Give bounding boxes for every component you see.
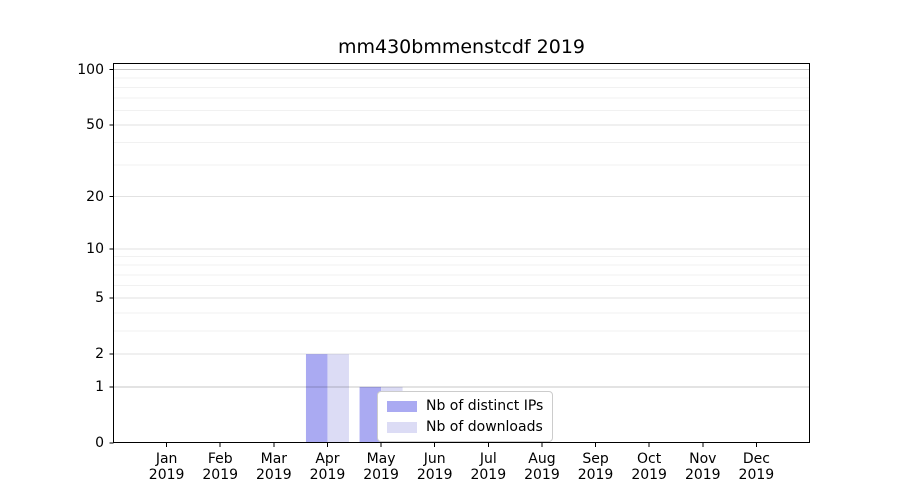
legend-label-distinct-ips: Nb of distinct IPs [426, 398, 544, 414]
y-tick-label: 5 [95, 290, 104, 307]
x-tick-month: Jan [155, 451, 178, 467]
y-tick-label: 10 [86, 240, 104, 257]
x-tick-label: Feb 2019 [180, 451, 260, 483]
x-tick-year: 2019 [470, 467, 507, 483]
x-tick-year: 2019 [631, 467, 667, 483]
bar-nb-of-distinct-ips-apr [305, 354, 328, 443]
y-tick-label: 100 [77, 61, 104, 78]
legend-label-downloads: Nb of downloads [426, 419, 543, 435]
x-tick-label: Sep 2019 [556, 451, 636, 483]
x-tick-label: Oct 2019 [609, 451, 689, 483]
y-tick-label: 1 [95, 378, 104, 395]
x-tick-year: 2019 [202, 467, 239, 483]
axes-layer [109, 63, 810, 447]
x-tick-month: Jun [423, 451, 446, 467]
x-tick-year: 2019 [416, 467, 453, 483]
x-tick-year: 2019 [148, 467, 185, 483]
x-tick-year: 2019 [309, 467, 346, 483]
legend-swatch-downloads [387, 421, 417, 433]
y-tick-label: 0 [95, 435, 104, 451]
x-tick-label: Mar 2019 [234, 451, 314, 483]
x-tick-label: May 2019 [341, 451, 421, 483]
x-tick-month: Mar [260, 451, 288, 467]
x-tick-year: 2019 [363, 467, 399, 483]
x-tick-label: Jan 2019 [127, 451, 207, 483]
x-tick-month: Jul [479, 451, 497, 467]
x-tick-month: Aug [528, 451, 556, 467]
x-tick-label: Aug 2019 [502, 451, 582, 483]
x-tick-label: Jun 2019 [395, 451, 475, 483]
x-tick-label: Nov 2019 [663, 451, 743, 483]
x-tick-year: 2019 [524, 467, 560, 483]
x-tick-year: 2019 [738, 467, 775, 483]
legend-item: Nb of distinct IPs [387, 397, 543, 415]
x-tick-month: Feb [207, 451, 233, 467]
y-tick-label: 2 [95, 346, 104, 363]
x-tick-month: Dec [742, 451, 770, 467]
x-tick-label: Dec 2019 [716, 451, 796, 483]
x-tick-year: 2019 [577, 467, 614, 483]
legend: Nb of distinct IPs Nb of downloads [377, 391, 554, 442]
x-tick-label: Apr 2019 [287, 451, 367, 483]
bar-nb-of-distinct-ips-may [359, 386, 382, 443]
y-tick-label: 20 [86, 188, 104, 205]
y-tick-label: 50 [86, 116, 104, 133]
legend-item: Nb of downloads [387, 418, 543, 436]
x-tick-month: Apr [315, 451, 340, 467]
chart-title: mm430bmmenstcdf 2019 [337, 36, 586, 58]
x-tick-month: Oct [637, 451, 662, 467]
grid-layer [114, 69, 810, 388]
x-tick-year: 2019 [684, 467, 721, 483]
x-tick-month: Nov [689, 451, 717, 467]
x-tick-month: Sep [582, 451, 609, 467]
axes-spines [113, 63, 810, 443]
x-tick-month: May [366, 451, 396, 467]
legend-swatch-distinct-ips [387, 400, 417, 412]
bar-nb-of-downloads-apr [327, 354, 349, 443]
x-tick-label: Jul 2019 [448, 451, 528, 483]
x-tick-year: 2019 [256, 467, 292, 483]
